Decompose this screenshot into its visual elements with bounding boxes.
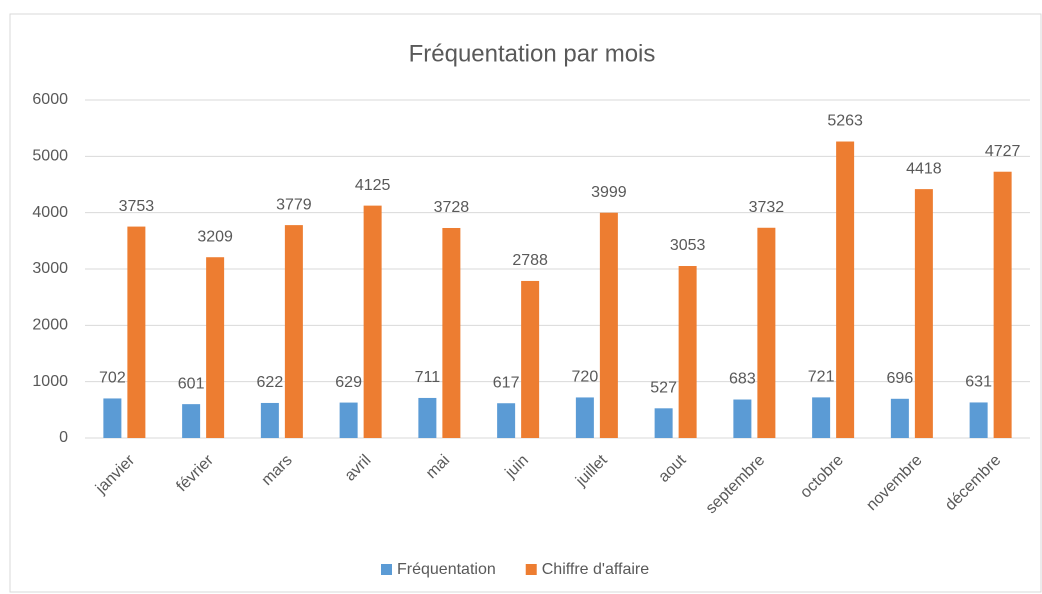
bar bbox=[127, 226, 146, 438]
bar bbox=[836, 141, 855, 438]
data-label: 702 bbox=[99, 370, 126, 387]
data-label: 3053 bbox=[670, 237, 706, 254]
y-tick-label: 0 bbox=[59, 429, 68, 446]
bar bbox=[575, 397, 594, 438]
data-label: 527 bbox=[650, 380, 677, 397]
data-label: 4418 bbox=[906, 160, 942, 177]
bar bbox=[521, 280, 540, 438]
y-tick-label: 5000 bbox=[32, 148, 68, 165]
bar bbox=[363, 205, 382, 438]
data-label: 4727 bbox=[985, 143, 1021, 160]
bar bbox=[442, 227, 461, 438]
data-label: 711 bbox=[415, 369, 441, 386]
data-label: 3999 bbox=[591, 184, 627, 201]
data-label: 3728 bbox=[434, 199, 470, 216]
data-label: 696 bbox=[887, 370, 914, 387]
bar bbox=[497, 403, 516, 438]
bar bbox=[757, 227, 776, 438]
y-tick-label: 1000 bbox=[32, 373, 68, 390]
chart-title: Fréquentation par mois bbox=[409, 40, 656, 67]
bar bbox=[812, 397, 831, 438]
data-label: 4125 bbox=[355, 177, 391, 194]
data-label: 2788 bbox=[512, 252, 548, 269]
bar bbox=[969, 402, 988, 438]
bar bbox=[733, 399, 752, 438]
data-label: 601 bbox=[178, 375, 205, 392]
y-tick-label: 4000 bbox=[32, 204, 68, 221]
bar bbox=[284, 225, 303, 438]
data-label: 3779 bbox=[276, 196, 312, 213]
y-tick-label: 3000 bbox=[32, 260, 68, 277]
bar bbox=[418, 397, 437, 438]
data-label: 5263 bbox=[827, 113, 863, 130]
bar bbox=[206, 257, 225, 438]
legend-swatch bbox=[381, 564, 392, 575]
y-tick-label: 6000 bbox=[32, 91, 68, 108]
data-label: 3732 bbox=[749, 199, 785, 216]
data-label: 631 bbox=[965, 374, 992, 391]
legend-label: Fréquentation bbox=[397, 561, 496, 578]
bar bbox=[103, 398, 122, 438]
legend-swatch bbox=[525, 564, 537, 575]
bar bbox=[914, 189, 933, 438]
bar bbox=[339, 402, 358, 438]
data-label: 3209 bbox=[197, 228, 233, 245]
data-label: 617 bbox=[493, 374, 520, 391]
bar bbox=[678, 266, 697, 438]
bar bbox=[599, 212, 618, 438]
data-label: 720 bbox=[572, 369, 599, 386]
bar bbox=[993, 171, 1012, 438]
y-tick-label: 2000 bbox=[32, 317, 68, 334]
data-label: 629 bbox=[335, 374, 362, 391]
data-label: 622 bbox=[257, 374, 284, 391]
bar bbox=[890, 398, 909, 438]
bar bbox=[182, 404, 201, 438]
data-label: 721 bbox=[808, 369, 835, 386]
data-label: 3753 bbox=[119, 198, 155, 215]
legend-label: Chiffre d'affaire bbox=[542, 561, 650, 578]
bar bbox=[260, 402, 279, 438]
bar bbox=[654, 408, 673, 438]
data-label: 683 bbox=[729, 371, 756, 388]
